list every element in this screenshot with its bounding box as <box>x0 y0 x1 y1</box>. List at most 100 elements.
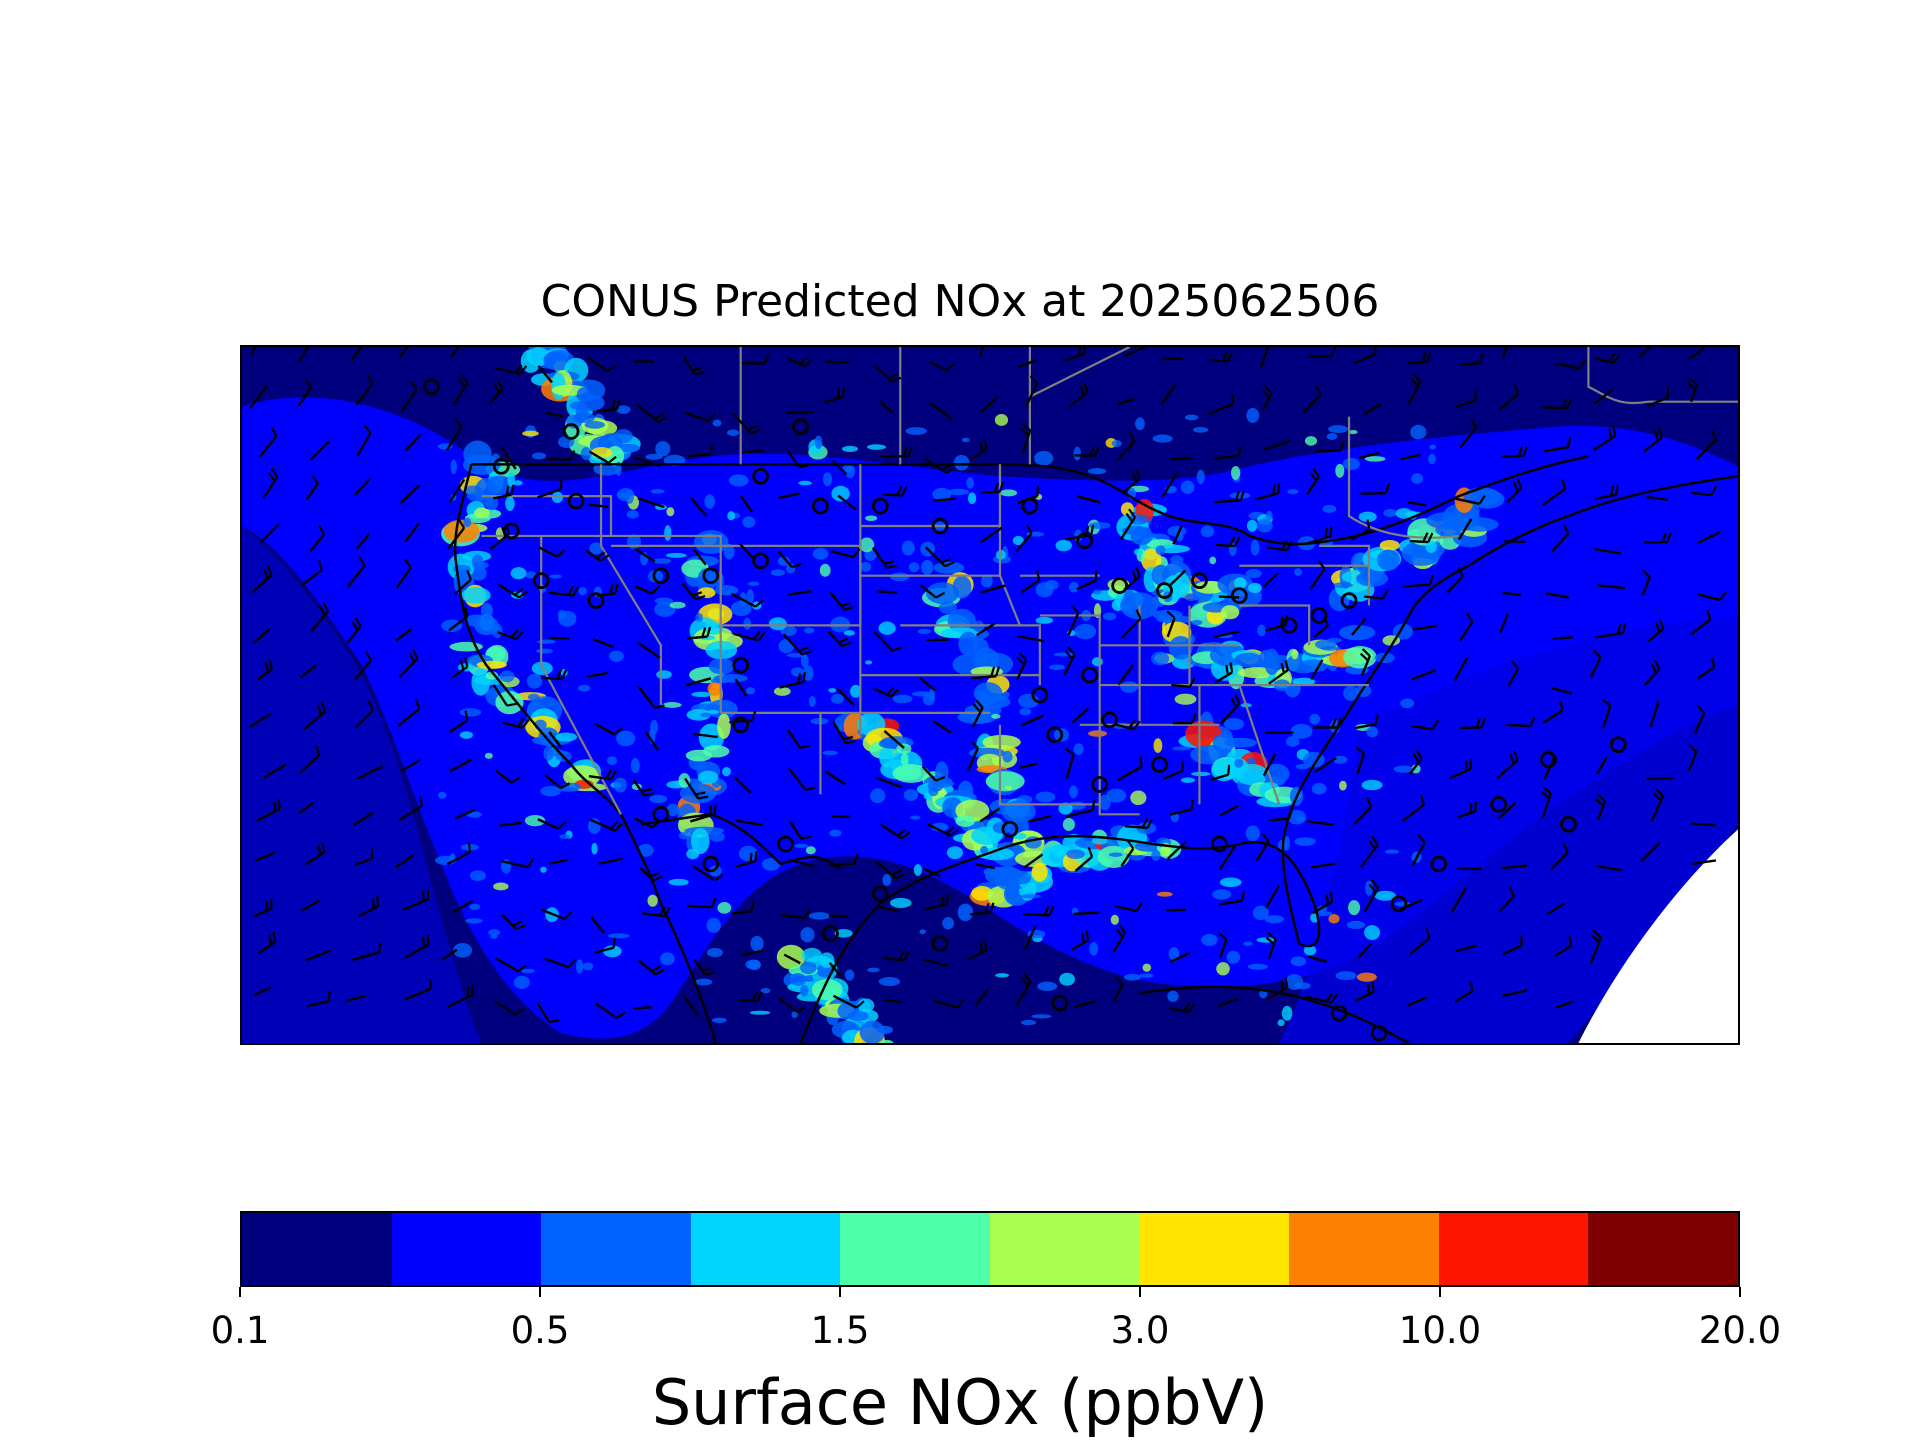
calm-wind-circle <box>492 457 510 475</box>
nox-speckle <box>463 517 472 528</box>
wind-barb <box>497 583 528 599</box>
wind-barb <box>1116 432 1136 462</box>
nox-patch <box>1292 677 1316 686</box>
wind-barb <box>1166 840 1187 860</box>
wind-barb <box>735 819 763 827</box>
nox-speckle <box>655 441 671 457</box>
wind-barb <box>923 457 956 475</box>
nox-patch <box>1338 624 1376 641</box>
wind-barb <box>398 649 419 679</box>
nox-speckle <box>843 630 855 636</box>
wind-barb <box>445 418 463 452</box>
nox-speckle <box>706 947 724 958</box>
wind-barb <box>742 449 764 454</box>
wind-barb <box>1497 802 1517 820</box>
calm-wind-circle <box>871 885 889 903</box>
nox-speckle <box>900 753 909 766</box>
nox-speckle <box>865 515 878 522</box>
nox-speckle <box>901 540 915 556</box>
wind-barb <box>1213 446 1242 460</box>
wind-barb <box>1255 483 1281 501</box>
colorbar-tick <box>1739 1287 1741 1297</box>
nox-speckle <box>1180 777 1195 783</box>
nox-patch <box>985 771 1025 792</box>
nox-speckle <box>525 571 537 579</box>
wind-barb <box>1401 794 1426 822</box>
wind-barb <box>404 979 432 1001</box>
wind-barb <box>1113 976 1124 1002</box>
nox-speckle <box>800 984 809 997</box>
calm-wind-circle <box>1211 835 1228 853</box>
wind-barb <box>734 776 752 794</box>
nox-speckle <box>1139 973 1154 978</box>
wind-barb <box>1650 788 1665 822</box>
wind-barb <box>1071 930 1090 951</box>
nox-speckle <box>1135 417 1145 431</box>
wind-barb <box>395 854 414 869</box>
calm-wind-circle <box>1490 796 1508 813</box>
calm-wind-circle <box>423 378 440 396</box>
nox-speckle <box>1246 757 1256 764</box>
wind-barb <box>634 456 661 468</box>
wind-barb <box>1065 800 1096 818</box>
nox-speckle <box>1311 783 1327 795</box>
wind-barb <box>1064 747 1075 779</box>
nox-speckle <box>911 691 933 697</box>
nox-speckle <box>1184 593 1198 602</box>
wind-barb <box>735 851 758 868</box>
wind-barb <box>1409 532 1434 544</box>
colorbar-segment <box>1588 1213 1738 1285</box>
wind-barb <box>298 347 310 363</box>
nox-speckle <box>524 814 546 827</box>
nox-speckle <box>507 472 516 487</box>
colorbar-segment <box>840 1213 990 1285</box>
wind-barb <box>584 549 610 562</box>
nox-speckle <box>801 947 822 963</box>
nox-speckle <box>700 712 712 718</box>
wind-barb <box>310 601 330 633</box>
nox-speckle <box>1257 624 1266 637</box>
wind-barb <box>306 991 331 1008</box>
wind-barb <box>1163 760 1184 780</box>
wind-barb <box>257 931 277 955</box>
wind-barb <box>1363 879 1380 913</box>
wind-barb <box>929 402 953 421</box>
nox-speckle <box>1152 434 1173 443</box>
nox-speckle <box>637 843 654 857</box>
wind-barb <box>1357 943 1372 959</box>
wind-barb <box>883 730 905 749</box>
nox-speckle <box>1303 945 1317 956</box>
wind-barb <box>1450 887 1467 913</box>
wind-barb <box>549 858 569 865</box>
nox-speckle <box>1111 439 1122 448</box>
wind-barb <box>452 656 469 679</box>
wind-barb <box>837 494 858 512</box>
wind-barb <box>1268 660 1290 685</box>
wind-barb <box>1219 845 1236 870</box>
nox-speckle <box>630 757 640 774</box>
wind-barb <box>1543 437 1572 453</box>
wind-barb <box>347 556 366 588</box>
nox-speckle <box>1366 726 1379 738</box>
mexico-border <box>640 813 842 870</box>
nox-speckle <box>1411 764 1421 774</box>
colorbar-tick-label: 1.5 <box>810 1309 870 1352</box>
wind-barb <box>538 546 566 558</box>
nox-speckle <box>540 785 561 797</box>
wind-barb <box>400 758 421 773</box>
calm-wind-circle <box>587 592 605 609</box>
calm-wind-circle <box>1390 895 1408 913</box>
wind-barb <box>1400 453 1421 461</box>
nox-speckle <box>905 427 927 435</box>
nox-speckle <box>768 617 787 631</box>
wind-barb <box>298 801 315 815</box>
nox-speckle <box>1011 871 1032 885</box>
nox-patch <box>1185 720 1222 748</box>
nox-speckle <box>1172 746 1191 751</box>
nox-speckle <box>551 491 564 503</box>
nox-speckle <box>1031 1014 1052 1019</box>
wind-barb <box>1309 560 1326 590</box>
nox-speckle <box>878 738 899 749</box>
calm-wind-circle <box>567 492 585 510</box>
wind-barb <box>1453 656 1469 682</box>
